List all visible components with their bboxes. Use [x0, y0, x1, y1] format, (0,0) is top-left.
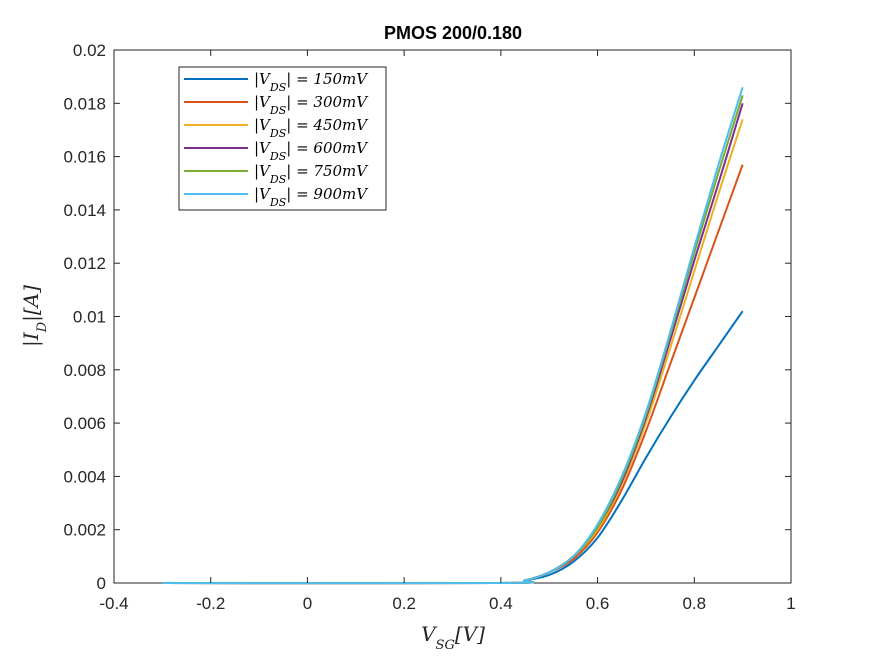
y-axis-label: |ID|[A] [19, 285, 50, 347]
y-axis: 0 0.002 0.004 0.006 0.008 0.01 0.012 0.014 0.016… [63, 41, 791, 593]
y-tick-label: 0.018 [63, 94, 106, 113]
y-tick-label: 0.004 [63, 467, 106, 486]
y-tick-label: 0.012 [63, 254, 106, 273]
y-tick-label: 0.01 [73, 308, 106, 327]
y-tick-label: 0.002 [63, 521, 106, 540]
x-tick-label: 0.6 [586, 594, 610, 613]
y-tick-label: 0 [97, 574, 106, 593]
y-tick-label: 0.006 [63, 414, 106, 433]
x-tick-label: -0.4 [99, 594, 128, 613]
x-tick-label: -0.2 [196, 594, 225, 613]
x-axis: -0.4 -0.2 0 0.2 0.4 0.6 0.8 1 [99, 50, 796, 613]
legend: |VDS| = 150mV|VDS| = 300mV|VDS| = 450mV|… [178, 66, 387, 211]
x-tick-label: 0.4 [489, 594, 513, 613]
chart-title: PMOS 200/0.180 [384, 23, 522, 43]
x-axis-label: VSG[V] [421, 622, 485, 653]
legend-entry-3: |VDS| = 450mV [254, 116, 369, 140]
y-tick-label: 0.016 [63, 148, 106, 167]
legend-entry-4: |VDS| = 600mV [254, 139, 369, 163]
legend-box [178, 66, 387, 211]
x-tick-label: 1 [786, 594, 795, 613]
x-tick-label: 0.8 [682, 594, 706, 613]
legend-entry-2: |VDS| = 300mV [254, 93, 369, 117]
x-tick-label: 0 [303, 594, 312, 613]
legend-entry-6: |VDS| = 900mV [254, 185, 369, 209]
y-tick-label: 0.02 [73, 41, 106, 60]
y-tick-label: 0.014 [63, 201, 106, 220]
legend-entry-1: |VDS| = 150mV [254, 70, 369, 94]
y-tick-label: 0.008 [63, 361, 106, 380]
x-tick-label: 0.2 [392, 594, 416, 613]
legend-entry-5: |VDS| = 750mV [254, 162, 369, 186]
